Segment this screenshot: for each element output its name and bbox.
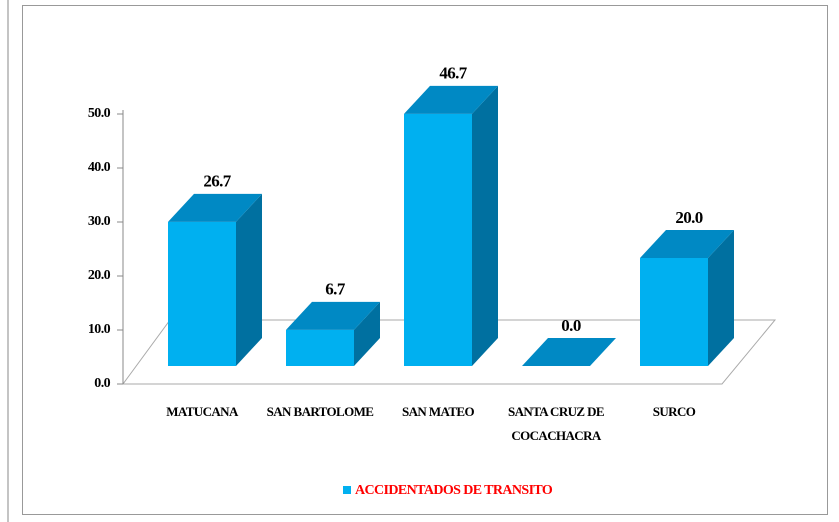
bar [168, 193, 262, 366]
y-tick-label: 30.0 [88, 214, 111, 229]
value-label: 0.0 [561, 316, 581, 335]
y-tick-label: 50.0 [88, 106, 111, 121]
bar-front [286, 329, 354, 366]
bar-side [354, 301, 380, 366]
bar-top [404, 85, 498, 114]
bar [404, 85, 498, 366]
x-tick-label: SAN MATEO [401, 404, 475, 419]
bar [286, 301, 380, 366]
y-tick-label: 10.0 [88, 322, 111, 337]
bar-front [404, 113, 472, 366]
value-label: 46.7 [439, 64, 467, 83]
legend-label: ACCIDENTADOS DE TRANSITO [355, 483, 553, 498]
x-tick-label: MATUCANA [166, 404, 238, 419]
legend-swatch [343, 486, 351, 494]
x-tick-label: SAN BARTOLOME [266, 404, 374, 419]
y-tick-label: 20.0 [88, 268, 111, 283]
value-label: 26.7 [203, 172, 231, 191]
y-tick-label: 40.0 [88, 160, 111, 175]
value-label: 20.0 [675, 208, 702, 227]
bar-side [472, 85, 498, 366]
bar-front [168, 221, 236, 366]
bar-front [640, 258, 708, 366]
bar-side [708, 230, 734, 366]
bar-top [286, 301, 380, 330]
x-tick-label: SANTA CRUZ DE COCACHACRA [508, 404, 605, 443]
bar-top [640, 230, 734, 258]
bar-top [168, 193, 262, 222]
x-tick-label: SURCO [652, 404, 696, 419]
bar [640, 230, 734, 366]
chart-frame [22, 5, 828, 515]
bar-side [236, 193, 262, 366]
y-tick-label: 0.0 [94, 376, 110, 391]
value-label: 6.7 [325, 280, 346, 299]
bar-top [522, 338, 616, 366]
bar [522, 338, 616, 366]
